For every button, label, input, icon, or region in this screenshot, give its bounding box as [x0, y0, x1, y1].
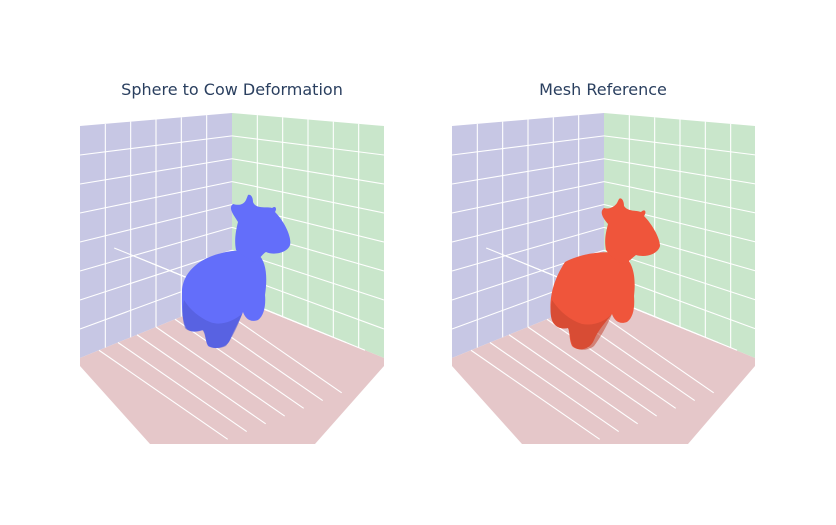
right-pane-horizontal-gridline — [603, 181, 757, 214]
right-pane-horizontal-gridline — [231, 135, 385, 156]
left-pane-horizontal-gridline — [79, 158, 233, 185]
left-pane-horizontal-gridline — [451, 158, 605, 185]
floor-gridline-a — [546, 318, 677, 409]
floor-gridline-a — [527, 326, 658, 417]
floor-gridline-a — [489, 342, 620, 433]
scene-2-floor-pane — [452, 296, 755, 444]
scene-2-mesh — [550, 198, 660, 350]
left-pane-horizontal-gridline — [451, 135, 605, 156]
scene-1-sphere-to-cow[interactable]: Sphere to Cow Deformation — [79, 80, 385, 444]
subplot-title-2: Mesh Reference — [539, 80, 667, 99]
subplot-title-1: Sphere to Cow Deformation — [121, 80, 343, 99]
scene-2-cow-mesh-head — [601, 198, 660, 264]
floor-gridline-a — [98, 349, 229, 440]
left-pane-horizontal-gridline — [79, 181, 233, 214]
scene-1-cow-mesh-head — [230, 194, 291, 262]
left-pane-horizontal-gridline — [451, 203, 605, 243]
left-pane-horizontal-gridline — [79, 135, 233, 156]
left-pane-horizontal-gridline — [79, 226, 233, 272]
floor-gridline-a — [174, 318, 305, 409]
floor-gridline-a — [470, 349, 601, 440]
right-pane-horizontal-gridline — [603, 135, 757, 156]
left-pane-horizontal-gridline — [451, 226, 605, 272]
scene-1-cow-mesh-shading — [182, 300, 242, 349]
floor-gridline-a — [117, 342, 248, 433]
floor-gridline-a — [155, 326, 286, 417]
left-pane-horizontal-gridline — [451, 181, 605, 214]
scene-1-floor-pane — [80, 296, 384, 444]
scene-2-mesh-reference[interactable]: Mesh Reference — [451, 80, 757, 444]
right-pane-horizontal-gridline — [231, 181, 385, 214]
scene-2-cow-mesh-shading — [550, 300, 612, 350]
scene-1-mesh — [181, 194, 291, 349]
floor-gridline-a — [136, 334, 267, 425]
right-pane-horizontal-gridline — [603, 158, 757, 185]
floor-gridline-a — [508, 334, 639, 425]
right-pane-horizontal-gridline — [231, 158, 385, 185]
left-pane-horizontal-gridline — [79, 203, 233, 243]
